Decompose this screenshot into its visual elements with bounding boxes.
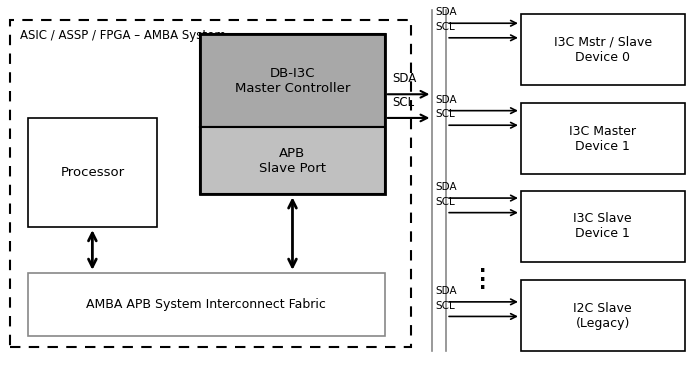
Text: SCL: SCL [436, 109, 456, 119]
Text: SCL: SCL [436, 22, 456, 32]
Text: Processor: Processor [60, 166, 125, 179]
Text: APB
Slave Port: APB Slave Port [259, 147, 326, 175]
Text: .: . [479, 266, 486, 285]
Text: SCL: SCL [436, 197, 456, 207]
Text: I2C Slave
(Legacy): I2C Slave (Legacy) [573, 302, 632, 330]
FancyBboxPatch shape [200, 127, 385, 195]
FancyBboxPatch shape [521, 191, 685, 262]
FancyBboxPatch shape [28, 118, 157, 227]
Text: ASIC / ASSP / FPGA – AMBA System: ASIC / ASSP / FPGA – AMBA System [20, 29, 226, 42]
Text: .: . [479, 274, 486, 293]
Text: SDA: SDA [436, 95, 457, 105]
Text: SCL: SCL [392, 96, 414, 109]
Text: SCL: SCL [436, 301, 456, 310]
Text: I3C Mstr / Slave
Device 0: I3C Mstr / Slave Device 0 [554, 36, 652, 63]
FancyBboxPatch shape [521, 280, 685, 351]
FancyBboxPatch shape [521, 14, 685, 85]
FancyBboxPatch shape [200, 34, 385, 127]
FancyBboxPatch shape [28, 273, 385, 337]
Text: I3C Slave
Device 1: I3C Slave Device 1 [573, 212, 632, 240]
Text: .: . [479, 257, 486, 276]
Text: SDA: SDA [392, 72, 416, 85]
Text: AMBA APB System Interconnect Fabric: AMBA APB System Interconnect Fabric [86, 298, 326, 311]
FancyBboxPatch shape [521, 103, 685, 174]
Text: SDA: SDA [436, 182, 457, 192]
Text: I3C Master
Device 1: I3C Master Device 1 [569, 125, 636, 153]
Text: DB-I3C
Master Controller: DB-I3C Master Controller [234, 66, 350, 95]
Text: SDA: SDA [436, 286, 457, 296]
Text: SDA: SDA [436, 7, 457, 17]
